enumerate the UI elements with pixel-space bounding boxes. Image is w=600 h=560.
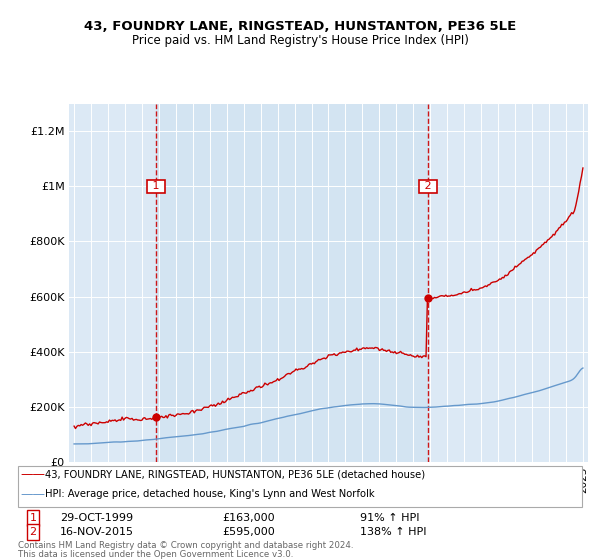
Text: 138% ↑ HPI: 138% ↑ HPI xyxy=(360,527,427,537)
Text: HPI: Average price, detached house, King's Lynn and West Norfolk: HPI: Average price, detached house, King… xyxy=(45,489,374,500)
Text: 2: 2 xyxy=(421,181,435,192)
Text: This data is licensed under the Open Government Licence v3.0.: This data is licensed under the Open Gov… xyxy=(18,550,293,559)
Text: ——: —— xyxy=(20,488,46,501)
Text: Price paid vs. HM Land Registry's House Price Index (HPI): Price paid vs. HM Land Registry's House … xyxy=(131,34,469,46)
Text: £595,000: £595,000 xyxy=(222,527,275,537)
Text: 1: 1 xyxy=(29,513,37,523)
Text: 16-NOV-2015: 16-NOV-2015 xyxy=(60,527,134,537)
Text: 29-OCT-1999: 29-OCT-1999 xyxy=(60,513,133,523)
Text: 2: 2 xyxy=(29,527,37,537)
Text: 43, FOUNDRY LANE, RINGSTEAD, HUNSTANTON, PE36 5LE: 43, FOUNDRY LANE, RINGSTEAD, HUNSTANTON,… xyxy=(84,20,516,32)
Text: 1: 1 xyxy=(149,181,163,192)
Text: 43, FOUNDRY LANE, RINGSTEAD, HUNSTANTON, PE36 5LE (detached house): 43, FOUNDRY LANE, RINGSTEAD, HUNSTANTON,… xyxy=(45,469,425,479)
Text: Contains HM Land Registry data © Crown copyright and database right 2024.: Contains HM Land Registry data © Crown c… xyxy=(18,542,353,550)
Text: £163,000: £163,000 xyxy=(222,513,275,523)
Bar xyxy=(156,104,428,462)
Text: 91% ↑ HPI: 91% ↑ HPI xyxy=(360,513,419,523)
Text: ——: —— xyxy=(20,468,46,481)
